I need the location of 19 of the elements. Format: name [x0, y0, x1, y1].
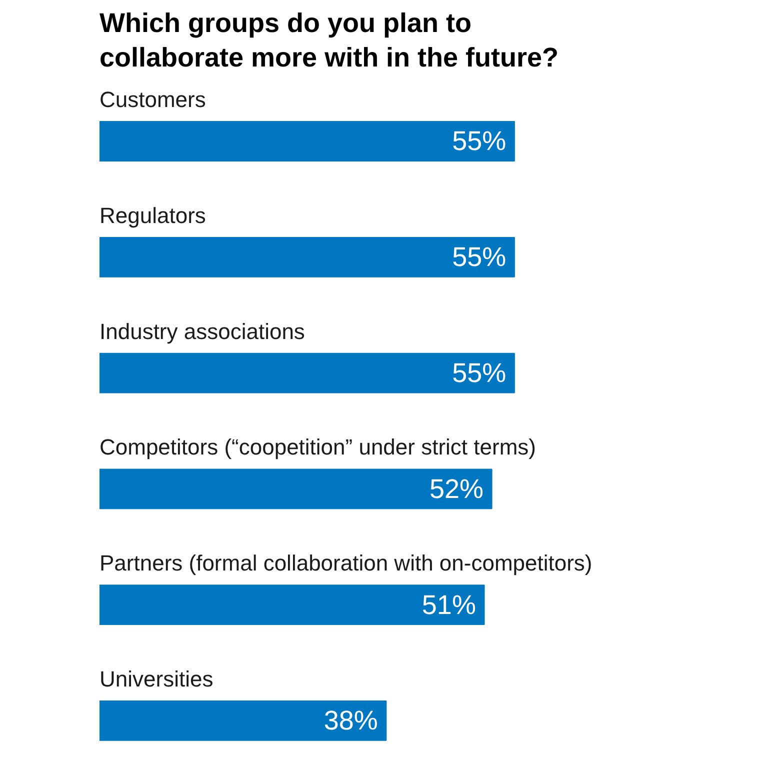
bar: [100, 236, 515, 278]
y-tick-label: Industry associations: [100, 318, 305, 344]
bar: [100, 468, 492, 510]
data-label: 55%: [452, 126, 506, 156]
y-tick-label: Competitors (“coopetition” under strict terms): [100, 434, 536, 460]
data-label: 51%: [422, 590, 476, 620]
bar: [100, 352, 515, 394]
bar: [100, 121, 515, 162]
bar: [100, 700, 387, 741]
y-tick-label: Regulators: [100, 202, 206, 228]
data-label: 38%: [324, 706, 378, 736]
chart-title: Which groups do you plan to collaborate more with in the future?: [100, 8, 559, 72]
data-label: 55%: [452, 358, 506, 388]
data-label: 52%: [429, 474, 484, 504]
y-tick-label: Customers: [100, 87, 206, 112]
data-label: 55%: [452, 242, 506, 272]
bar: [100, 584, 485, 626]
y-tick-label: Partners (formal collaboration with on-competitors): [100, 550, 592, 576]
y-tick-label: Universities: [100, 666, 214, 692]
